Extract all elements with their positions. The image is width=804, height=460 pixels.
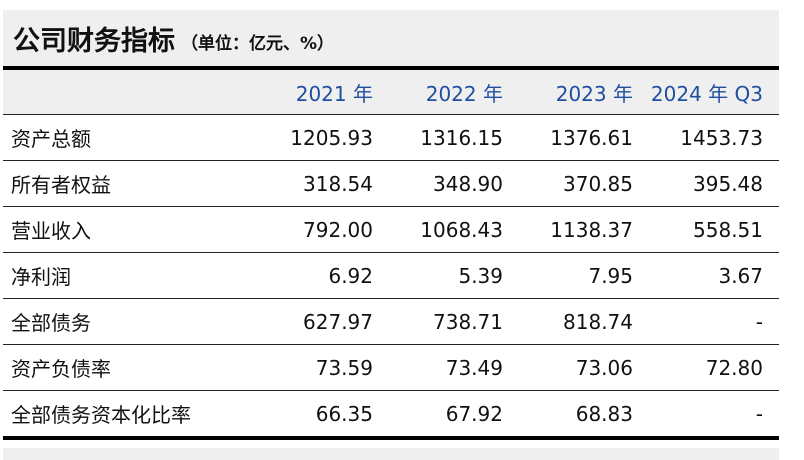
value-cell: 6.92 [328,263,373,288]
value-cell: 370.85 [563,171,633,196]
column-header: 2024 年 Q3 [650,81,763,106]
value-cell: 318.54 [303,171,373,196]
value-cell: 68.83 [575,401,633,426]
unit: （单位：亿元、%） [181,33,335,54]
value-cell: 1138.37 [550,217,633,242]
page: 公司财务指标 （单位：亿元、%） 2021 年 2022 年 2023 年 2024 … [3,10,779,460]
header-row: 2021 年 2022 年 2023 年 2024 年 Q3 [3,70,779,115]
column-header: 2022 年 [425,81,503,106]
value-cell: 1316.15 [420,125,503,150]
value-cell: 66.35 [315,401,373,426]
value-cell: 1453.73 [680,125,763,150]
value-cell: 5.39 [458,263,503,288]
value-cell: 7.95 [588,263,633,288]
value-cell: 67.92 [445,401,503,426]
title: 公司财务指标 [13,25,175,57]
value-cell: 1376.61 [550,125,633,150]
value-cell: 395.48 [693,171,763,196]
value-cell: - [755,401,763,426]
value-cell: - [755,309,763,334]
table: 2021 年 2022 年 2023 年 2024 年 Q3 资产总额 1205.93 13… [3,70,779,440]
table-row: 全部债务 627.97 738.71 818.74 - [3,299,779,345]
table-row: 资产负债率 73.59 73.49 73.06 72.80 [3,345,779,391]
table-row: 全部债务资本化比率 66.35 67.92 68.83 - [3,391,779,440]
row-label: 资产负债率 [11,357,111,381]
row-label: 资产总额 [11,127,91,151]
row-label: 全部债务资本化比率 [11,403,191,427]
value-cell: 72.80 [705,355,763,380]
value-cell: 792.00 [303,217,373,242]
value-cell: 73.59 [315,355,373,380]
column-header: 2023 年 [555,81,633,106]
value-cell: 1205.93 [290,125,373,150]
row-label: 营业收入 [11,219,91,243]
value-cell: 627.97 [303,309,373,334]
row-label: 所有者权益 [11,173,111,197]
value-cell: 818.74 [563,309,633,334]
row-label: 全部债务 [11,311,91,335]
table-panel: 公司财务指标 （单位：亿元、%） 2021 年 2022 年 2023 年 2024 … [3,10,779,460]
value-cell: 73.06 [575,355,633,380]
title-bar: 公司财务指标 （单位：亿元、%） [3,10,779,70]
value-cell: 348.90 [433,171,503,196]
column-header: 2021 年 [295,81,373,106]
table-row: 所有者权益 318.54 348.90 370.85 395.48 [3,161,779,207]
table-row: 净利润 6.92 5.39 7.95 3.67 [3,253,779,299]
value-cell: 3.67 [718,263,763,288]
table-row: 资产总额 1205.93 1316.15 1376.61 1453.73 [3,115,779,161]
table-row: 营业收入 792.00 1068.43 1138.37 558.51 [3,207,779,253]
value-cell: 558.51 [693,217,763,242]
value-cell: 738.71 [433,309,503,334]
value-cell: 1068.43 [420,217,503,242]
row-label: 净利润 [11,265,71,289]
value-cell: 73.49 [445,355,503,380]
